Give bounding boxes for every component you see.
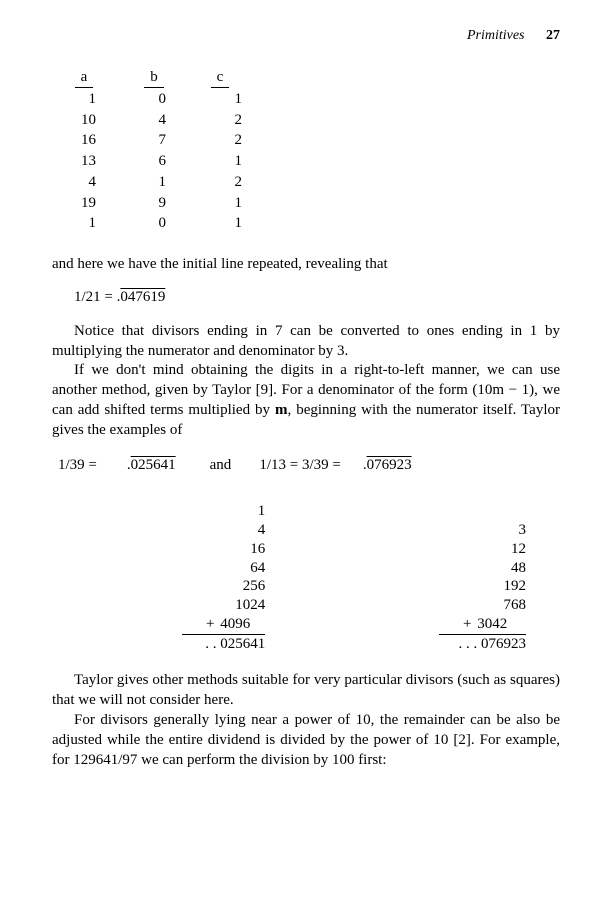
num-line: 4 [258,522,266,538]
num-line: 768 [504,597,527,613]
addition-col-right: 3 12 48 192 768 + 3042 . . . 076923 [439,484,526,654]
example-val-2: .076923 [363,457,412,474]
example-mid: and [210,457,232,474]
paragraph: Taylor gives other methods suitable for … [52,671,560,711]
example-lhs-2: 1/13 = 3/39 = [259,457,341,474]
num-line: 3 [519,522,527,538]
sum-line: + 4096 [182,615,265,635]
result-line: . . . 076923 [459,636,527,652]
col-header-b: b [132,68,196,88]
table-row: 412 [62,173,242,192]
examples-row: 1/39 = .025641 and 1/13 = 3/39 = .076923 [52,457,560,474]
section-name: Primitives [467,28,525,43]
paragraph-bold: m [275,402,288,418]
abc-table: a b c 101 1042 1672 1361 412 1991 101 [60,66,244,235]
result-line: . . 025641 [205,636,265,652]
sum-line: + 3042 [439,615,526,635]
addition-col-left: 1 4 16 64 256 1024 + 4096 . . 025641 [182,484,265,654]
page-number: 27 [546,28,560,43]
table-row: 1361 [62,152,242,171]
num-line: 16 [250,541,265,557]
table-row: 1991 [62,194,242,213]
paragraph: and here we have the initial line repeat… [52,255,560,275]
table-row: 101 [62,90,242,109]
num-line: 192 [504,578,527,594]
num-line: 1024 [235,597,265,613]
num-line: 48 [511,560,526,576]
page: Primitives 27 a b c 101 1042 1672 1361 4… [0,0,600,810]
table-row: 1042 [62,111,242,130]
num-line [522,503,526,519]
num-line: 64 [250,560,265,576]
paragraph: Notice that divisors ending in 7 can be … [52,322,560,362]
equation-1: 1/21 = .047619 [74,289,560,306]
addition-columns: 1 4 16 64 256 1024 + 4096 . . 025641 3 1… [52,484,526,654]
num-line: 12 [511,541,526,557]
example-lhs-1: 1/39 = [58,457,97,474]
eq-lhs: 1/21 = . [74,289,120,305]
paragraph: For divisors generally lying near a powe… [52,711,560,770]
paragraph: If we don't mind obtaining the digits in… [52,361,560,440]
table-header-row: a b c [62,68,242,88]
table-row: 101 [62,214,242,233]
num-line: 256 [243,578,266,594]
eq-repetend: 047619 [120,289,165,305]
example-val-1: .025641 [127,457,176,474]
table-row: 1672 [62,131,242,150]
num-line: 1 [258,503,266,519]
col-header-a: a [62,68,130,88]
running-head: Primitives 27 [52,28,560,44]
col-header-c: c [198,68,242,88]
